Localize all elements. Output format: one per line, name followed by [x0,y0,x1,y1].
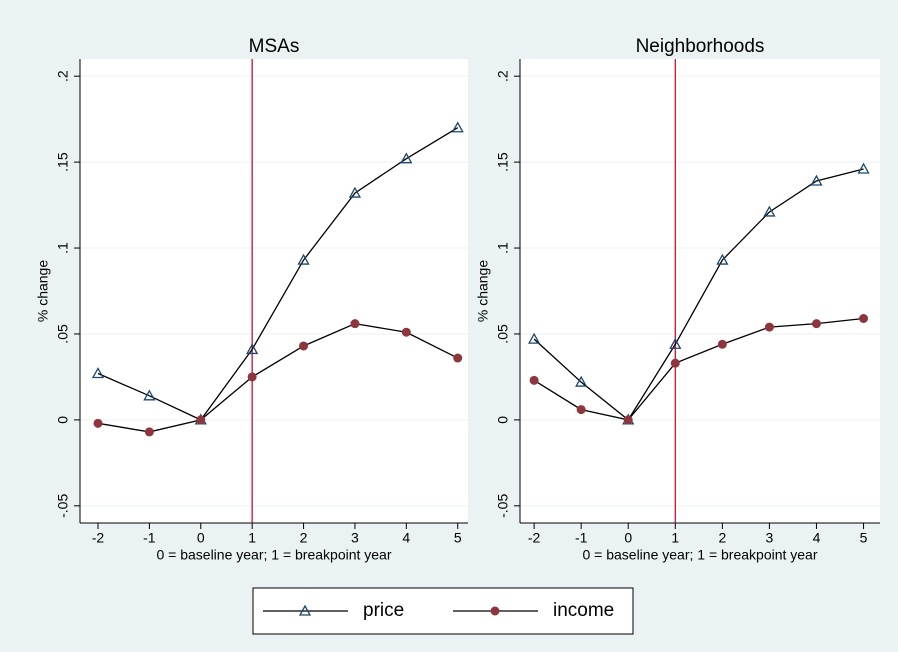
x-tick-label: 3 [351,530,359,546]
series-line [533,317,864,421]
marker [144,427,154,437]
marker [528,332,541,344]
marker [453,353,463,363]
marker [93,418,103,428]
x-tick-label: 5 [454,530,462,546]
legend-label: income [553,600,614,621]
x-tick-label: -2 [92,530,105,546]
legend-marker [298,604,312,616]
marker [297,253,310,265]
x-axis-title: 0 = baseline year; 1 = breakpoint year [156,547,391,563]
series-line [97,127,459,421]
x-tick-label: 5 [860,530,868,546]
marker [859,313,869,323]
marker [143,389,156,401]
chart-title: MSAs [249,36,300,57]
x-tick-label: 2 [300,530,308,546]
legend-label: price [363,600,404,621]
y-tick-label: .1 [495,242,511,254]
x-tick-label: 4 [813,530,821,546]
legend-marker [490,606,500,616]
marker [247,372,257,382]
y-tick-label: .2 [55,70,71,82]
y-tick-label: .1 [55,242,71,254]
y-tick-label: 0 [55,416,71,424]
marker [196,415,206,425]
x-tick-label: 4 [402,530,410,546]
plot-area [80,59,468,523]
y-tick-label: .15 [55,152,71,172]
x-tick-label: 2 [718,530,726,546]
marker [575,375,588,387]
marker [400,152,413,164]
marker [811,319,821,329]
marker [299,341,309,351]
x-tick-label: 1 [671,530,679,546]
plot-area [520,59,880,523]
marker [716,253,729,265]
y-tick-label: .05 [55,324,71,344]
y-tick-label: .05 [495,324,511,344]
y-axis-title: % change [35,260,51,322]
marker [857,162,870,174]
marker [348,186,362,198]
marker [810,174,823,186]
marker [529,375,539,385]
marker [401,327,411,337]
y-tick-label: -.05 [495,494,511,518]
marker [350,319,360,329]
y-tick-label: .2 [495,70,511,82]
y-tick-label: 0 [495,416,511,424]
marker [623,415,633,425]
marker [576,405,586,415]
y-tick-label: -.05 [55,494,71,518]
series-line [97,322,459,433]
y-axis-title: % change [475,260,491,322]
marker [717,339,727,349]
x-tick-label: 0 [197,530,205,546]
marker [669,337,682,349]
chart-title: Neighborhoods [636,36,765,57]
x-tick-label: 1 [248,530,256,546]
y-tick-label: .15 [495,152,511,172]
marker [764,322,774,332]
marker [91,367,105,379]
marker [670,358,680,368]
marker [246,343,259,355]
x-axis-title: 0 = baseline year; 1 = breakpoint year [582,547,817,563]
x-tick-label: -1 [575,530,588,546]
marker [451,121,464,133]
x-tick-label: -2 [528,530,541,546]
x-tick-label: 3 [766,530,774,546]
x-tick-label: 0 [624,530,632,546]
series-line [533,168,864,421]
x-tick-label: -1 [143,530,156,546]
marker [763,205,776,217]
